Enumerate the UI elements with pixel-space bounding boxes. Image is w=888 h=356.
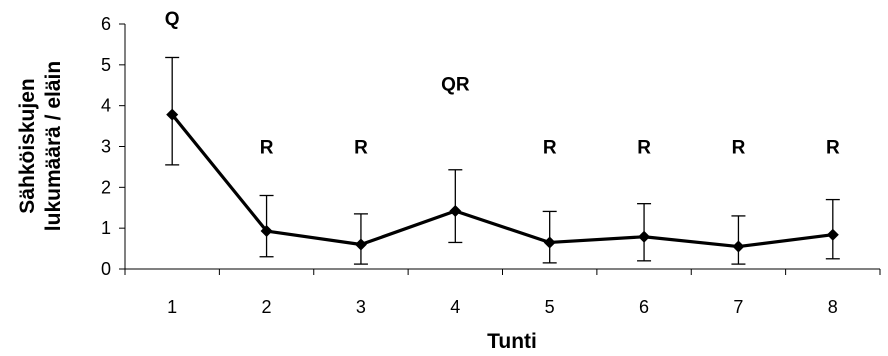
series-line [170,113,834,249]
x-tick-label: 1 [167,297,177,317]
y-tick-label: 6 [101,14,111,34]
annotation-label: QR [441,74,470,95]
annotation-label: Q [165,9,180,30]
markers [166,108,839,253]
data-line [170,113,834,249]
data-point-marker [638,230,651,243]
x-tick-label: 8 [828,297,838,317]
y-ticks: 0 1 2 3 4 5 6 [101,14,125,279]
data-point-marker [449,205,462,218]
y-tick-label: 3 [101,137,111,157]
annotation-label: R [637,138,651,159]
y-tick-label: 1 [101,218,111,238]
axes [124,24,880,270]
y-tick-label: 2 [101,177,111,197]
annotation-label: R [732,138,746,159]
data-point-marker [826,228,839,241]
annotation-label: R [826,138,840,159]
annotation-label: R [543,138,557,159]
data-point-marker [354,238,367,251]
data-point-marker [543,236,556,249]
data-point-marker [166,108,179,121]
annotation-label: R [260,138,274,159]
x-ticks: 1 2 3 4 5 6 7 8 [124,269,881,317]
x-axis-title: Tunti [487,330,537,353]
x-tick-label: 3 [356,297,366,317]
annotation-label: R [354,138,368,159]
x-tick-label: 7 [733,297,743,317]
data-point-marker [260,225,273,238]
x-tick-label: 4 [450,297,460,317]
data-point-marker [732,240,745,253]
y-tick-label: 4 [101,96,111,116]
y-tick-label: 0 [101,259,111,279]
x-tick-label: 5 [545,297,555,317]
y-axis-title-line-2: lukumäärä / eläin [42,61,65,231]
y-axis-title: Sähköiskujen lukumäärä / eläin [16,61,65,231]
x-tick-label: 6 [639,297,649,317]
y-tick-label: 5 [101,55,111,75]
x-tick-label: 2 [262,297,272,317]
y-axis-title-line-1: Sähköiskujen [16,78,39,213]
